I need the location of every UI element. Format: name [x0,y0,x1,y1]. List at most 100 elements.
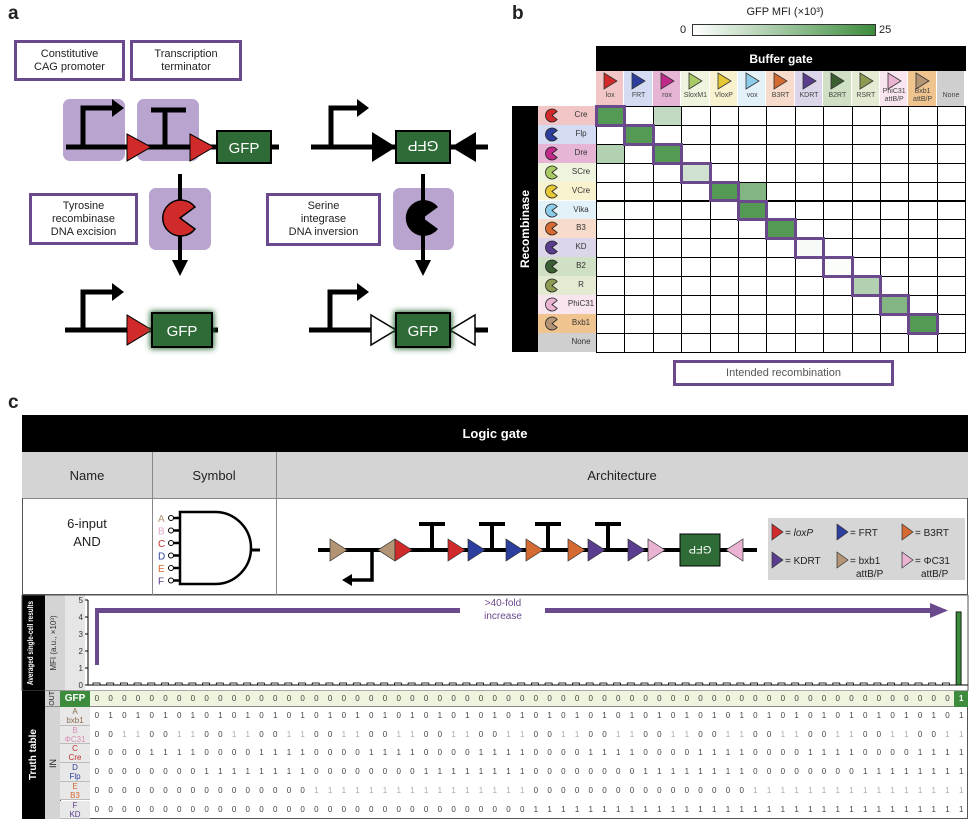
text: terminator [161,60,211,73]
heatmap-cell [624,313,654,334]
recognition-site-icon [725,538,744,562]
bar [558,682,567,686]
truth-bit: 0 [437,748,443,758]
truth-bit: 0 [176,767,182,777]
bar [215,682,224,686]
truth-bit: 0 [369,767,374,777]
bar [805,682,813,686]
truth-bit: 1 [272,748,278,758]
heatmap-cell [709,238,739,259]
colorbar-min: 0 [680,24,687,36]
bar [668,682,676,686]
truth-bit: 1 [506,748,511,758]
truth-bit: 0 [533,711,539,720]
heatmap-cell [936,181,967,202]
truth-bit: 1 [780,729,786,739]
truth-bit: 1 [423,785,429,795]
bar [202,682,211,686]
truth-bit: 0 [176,711,182,720]
site-column-label: PhiC31 attB/P [882,88,906,103]
truth-bit: 0 [94,711,100,720]
promoter-arrow-icon [357,283,369,301]
truth-bit: 0 [876,748,882,758]
input-recombinase: bxb1 [66,716,84,725]
truth-bit: 1 [355,729,360,739]
bar [517,682,526,686]
truth-bit: 1 [958,804,964,814]
truth-bit: 1 [519,748,525,758]
truth-bit: 0 [835,767,840,777]
truth-bit: 0 [451,711,456,720]
truth-bit: 0 [629,767,635,777]
truth-bit: 1 [698,748,703,758]
truth-bit: 0 [698,729,703,739]
truth-bit: 1 [698,767,703,777]
truth-bit: 0 [574,785,580,795]
gfp-label-inverted: GFP [408,137,439,154]
truth-bit: 1 [904,711,909,720]
truth-bit: 1 [465,767,470,777]
heatmap-cell [652,313,683,334]
truth-bit: 0 [808,694,813,703]
truth-bit: 0 [561,711,566,720]
truth-bit: 0 [712,729,717,739]
triangle [830,72,845,90]
heatmap-cell [738,276,768,296]
triangle [688,72,703,90]
truth-bit: 0 [122,804,127,814]
heatmap-cell [766,332,796,353]
truth-bit: 1 [506,785,511,795]
truth-bit: 1 [876,785,882,795]
truth-bit: 0 [890,694,895,703]
heatmap-cell [738,313,768,334]
truth-bit: 0 [766,748,772,758]
truth-bit: 0 [410,804,415,814]
truth-bit: 1 [725,804,731,814]
triangle [802,72,817,90]
y-tick-label: 2 [79,647,84,656]
truth-bit: 0 [231,804,237,814]
heatmap-cell [851,143,881,164]
truth-bit: 0 [753,694,758,703]
site-column-label: lox [605,92,615,99]
truth-bit: 1 [437,711,443,720]
recognition-site-icon [467,538,486,562]
truth-bit: 0 [190,694,196,703]
pacman [545,221,558,236]
heatmap-cell [681,200,711,221]
truth-bit: 0 [588,767,593,777]
gfp-label: GFP [408,323,439,340]
truth-bit: 0 [506,804,511,814]
truth-bit: 1 [231,729,237,739]
bar [955,611,962,686]
truth-bit: 1 [272,767,278,777]
truth-bit: 1 [163,748,168,758]
y-tick-label: 5 [79,596,84,605]
truth-bit: 0 [218,694,223,703]
truth-bit: 0 [259,711,264,720]
buffer-gate-header: Buffer gate [596,46,966,71]
bar [914,682,923,686]
truth-bit: 1 [465,729,470,739]
truth-bit: 1 [849,804,854,814]
truth-bit: 0 [533,694,539,703]
truth-bit: 0 [122,711,127,720]
truth-bit: 1 [808,748,813,758]
truth-bit: 0 [547,767,552,777]
truth-bit: 1 [602,711,607,720]
recombinase-header: Recombinase [512,106,538,352]
heatmap-cell [851,181,881,202]
truth-bit: 0 [94,729,100,739]
recombinase-pacman-icon [545,240,558,255]
truth-bit: 0 [327,767,333,777]
truth-bit: 1 [931,748,936,758]
truth-bit: 1 [890,729,895,739]
heatmap-cell [880,257,910,278]
truth-bit: 0 [451,804,456,814]
truth-bit: 1 [931,767,936,777]
heatmap-cell [908,124,938,145]
truth-bit: 1 [808,804,813,814]
legend-label: = KDRT [785,556,821,567]
truth-bit: 0 [190,804,196,814]
recombinase-row-label: None [566,332,596,352]
